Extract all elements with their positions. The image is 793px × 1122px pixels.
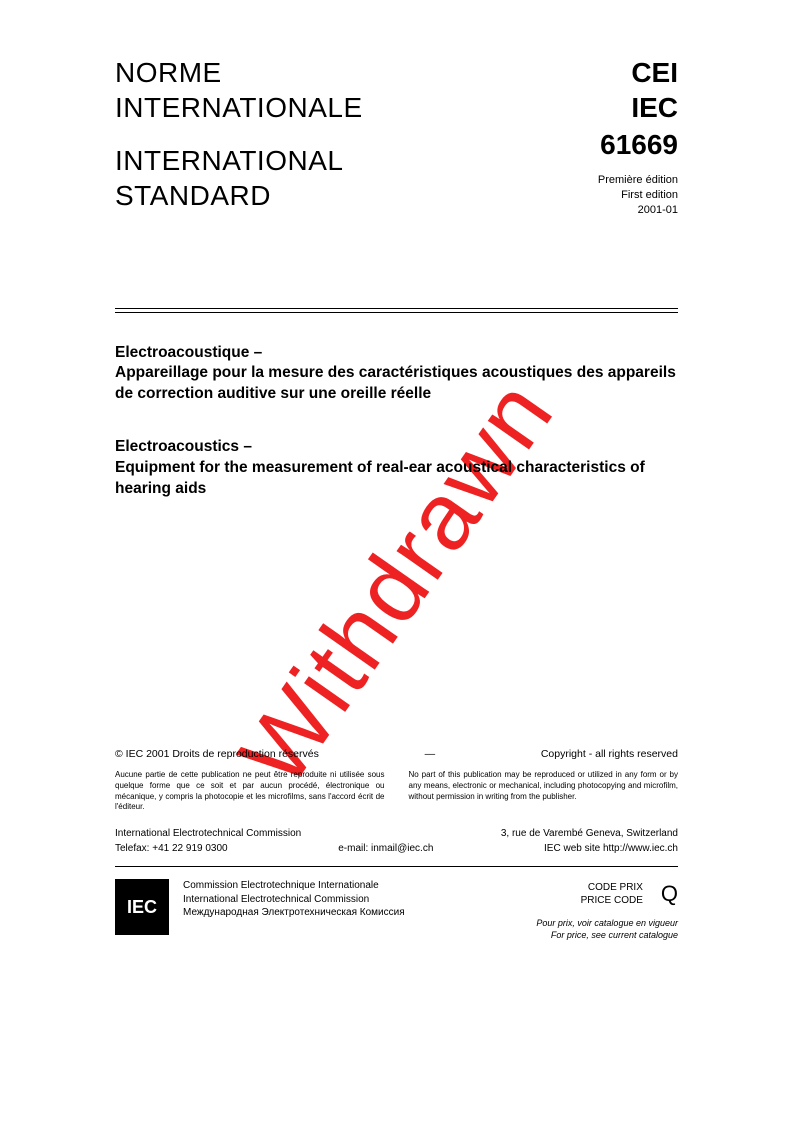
edition-date: 2001-01 xyxy=(598,203,678,218)
contact-block: International Electrotechnical Commissio… xyxy=(115,827,678,856)
commission-names: Commission Electrotechnique Internationa… xyxy=(183,879,405,920)
iec-logo: IEC xyxy=(115,879,169,935)
title-en-heading: Electroacoustics – xyxy=(115,437,678,458)
title-fr: Electroacoustique – Appareillage pour la… xyxy=(115,343,678,406)
price-block: CODE PRIX PRICE CODE Q Pour prix, voir c… xyxy=(536,879,678,941)
copyright-sep: — xyxy=(425,748,436,760)
contact-web: IEC web site http://www.iec.ch xyxy=(544,842,678,857)
footer-rule xyxy=(115,866,678,867)
page-content: NORME INTERNATIONALE INTERNATIONAL STAND… xyxy=(115,55,678,1082)
contact-org: International Electrotechnical Commissio… xyxy=(115,827,301,842)
international-line: INTERNATIONAL xyxy=(115,143,363,178)
price-note: Pour prix, voir catalogue en vigueur For… xyxy=(536,917,678,941)
header: NORME INTERNATIONALE INTERNATIONAL STAND… xyxy=(115,55,678,218)
divider-rules xyxy=(115,308,678,313)
price-label-fr: CODE PRIX xyxy=(581,881,643,895)
title-en-body: Equipment for the measurement of real-ea… xyxy=(115,458,678,500)
price-note-en: For price, see current catalogue xyxy=(536,929,678,941)
copyright-left: © IEC 2001 Droits de reproduction réserv… xyxy=(115,748,319,760)
title-fr-body: Appareillage pour la mesure des caractér… xyxy=(115,363,678,405)
contact-address: 3, rue de Varembé Geneva, Switzerland xyxy=(501,827,678,842)
rule-thick xyxy=(115,308,678,309)
commission-en: International Electrotechnical Commissio… xyxy=(183,893,405,907)
contact-fax: Telefax: +41 22 919 0300 xyxy=(115,842,228,857)
standard-number: 61669 xyxy=(598,129,678,161)
edition-block: Première édition First edition 2001-01 xyxy=(598,173,678,218)
commission-ru: Международная Электротехническая Комисси… xyxy=(183,906,405,920)
legal-en: No part of this publication may be repro… xyxy=(409,770,679,813)
titles: Electroacoustique – Appareillage pour la… xyxy=(115,343,678,501)
internationale-line: INTERNATIONALE xyxy=(115,90,363,125)
title-fr-heading: Electroacoustique – xyxy=(115,343,678,364)
header-right: CEI IEC 61669 Première édition First edi… xyxy=(598,55,678,218)
contact-email: e-mail: inmail@iec.ch xyxy=(338,842,433,857)
title-en: Electroacoustics – Equipment for the mea… xyxy=(115,437,678,500)
legal-fr: Aucune partie de cette publication ne pe… xyxy=(115,770,385,813)
commission-fr: Commission Electrotechnique Internationa… xyxy=(183,879,405,893)
price-note-fr: Pour prix, voir catalogue en vigueur xyxy=(536,917,678,929)
rule-thin xyxy=(115,312,678,313)
org-fr: CEI xyxy=(598,55,678,90)
edition-fr: Première édition xyxy=(598,173,678,188)
price-label-en: PRICE CODE xyxy=(581,894,643,908)
norme-line: NORME xyxy=(115,55,363,90)
footer: IEC Commission Electrotechnique Internat… xyxy=(115,879,678,941)
price-code: Q xyxy=(661,879,678,909)
legal-text: Aucune partie de cette publication ne pe… xyxy=(115,770,678,813)
edition-en: First edition xyxy=(598,188,678,203)
org-en: IEC xyxy=(598,90,678,125)
copyright-right: Copyright - all rights reserved xyxy=(541,748,678,760)
header-left: NORME INTERNATIONALE INTERNATIONAL STAND… xyxy=(115,55,363,213)
copyright-line: © IEC 2001 Droits de reproduction réserv… xyxy=(115,748,678,760)
standard-line: STANDARD xyxy=(115,178,363,213)
